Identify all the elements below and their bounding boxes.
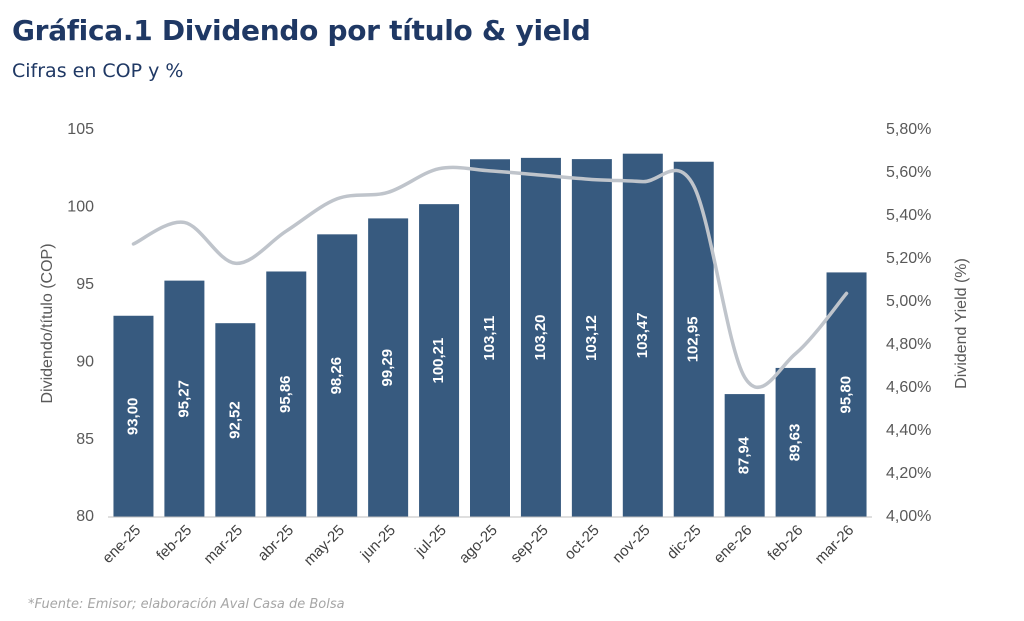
- left-axis-title: Dividendo/título (COP): [39, 243, 56, 403]
- bar-label-sep-25: 103,20: [532, 314, 549, 360]
- category-dic-25: dic-25: [664, 522, 705, 563]
- bar-mar-25: [215, 323, 256, 517]
- category-feb-25: feb-25: [153, 522, 195, 564]
- bar-oct-25: [571, 159, 612, 517]
- right-tick-4,20%: 4,20%: [886, 465, 931, 482]
- right-tick-5,20%: 5,20%: [886, 250, 931, 267]
- bar-label-feb-26: 89,63: [787, 424, 804, 462]
- yield-line: [131, 165, 849, 389]
- category-nov-25: nov-25: [609, 522, 653, 566]
- left-tick-85: 85: [76, 431, 94, 448]
- bar-feb-26: [775, 367, 816, 517]
- bar-label-may-25: 98,26: [328, 357, 345, 395]
- category-feb-26: feb-26: [764, 522, 806, 564]
- right-tick-4,00%: 4,00%: [886, 508, 931, 525]
- bar-sep-25: [520, 157, 561, 517]
- chart-title: Gráfica.1 Dividendo por título & yield: [12, 14, 591, 47]
- bar-label-mar-26: 95,80: [838, 376, 855, 414]
- category-mar-26: mar-26: [812, 522, 858, 568]
- category-jul-25: jul-25: [411, 522, 450, 561]
- bar-may-25: [317, 234, 358, 517]
- category-ene-25: ene-25: [99, 522, 144, 567]
- right-tick-4,80%: 4,80%: [886, 336, 931, 353]
- right-tick-4,60%: 4,60%: [886, 379, 931, 396]
- yield-line-series: [131, 165, 849, 389]
- bar-label-mar-25: 92,52: [226, 401, 243, 439]
- category-ene-26: ene-26: [710, 522, 755, 567]
- bar-label-nov-25: 103,47: [634, 312, 651, 358]
- bar-label-ene-26: 87,94: [736, 436, 753, 474]
- category-sep-25: sep-25: [507, 522, 551, 566]
- right-tick-4,40%: 4,40%: [886, 422, 931, 439]
- source-note: *Fuente: Emisor; elaboración Aval Casa d…: [28, 597, 345, 612]
- right-axis-title: Dividend Yield (%): [953, 258, 970, 389]
- bar-label-ago-25: 103,11: [481, 316, 498, 361]
- category-ago-25: ago-25: [456, 522, 501, 567]
- category-abr-25: abr-25: [254, 522, 297, 565]
- right-tick-5,60%: 5,60%: [886, 164, 931, 181]
- left-tick-90: 90: [76, 353, 94, 370]
- right-axis-ticks: 4,00% 4,20% 4,40% 4,60% 4,80% 5,00% 5,20% 5,40%…: [886, 121, 931, 525]
- bar-data-labels: 93,00 95,27 92,52 95,86 98,26 99,29 100,21 103,…: [124, 312, 854, 474]
- bar-feb-25: [164, 280, 205, 517]
- bar-label-feb-25: 95,27: [175, 380, 192, 418]
- bar-ene-25: [113, 315, 154, 517]
- category-may-25: may-25: [301, 522, 348, 569]
- left-tick-95: 95: [76, 276, 94, 293]
- bar-label-oct-25: 103,12: [583, 315, 600, 361]
- bar-ago-25: [470, 159, 510, 517]
- bar-abr-25: [266, 271, 307, 517]
- bar-jun-25: [368, 218, 409, 517]
- category-axis-ticks: ene-25 feb-25 mar-25 abr-25 may-25 jun-25 jul-…: [99, 522, 857, 569]
- bar-jul-25: [419, 204, 460, 517]
- category-jun-25: jun-25: [357, 522, 399, 564]
- right-tick-5,80%: 5,80%: [886, 121, 931, 138]
- bar-label-jun-25: 99,29: [379, 349, 396, 387]
- bar-ene-26: [724, 394, 765, 517]
- category-mar-25: mar-25: [201, 522, 247, 568]
- category-oct-25: oct-25: [561, 522, 603, 564]
- left-tick-80: 80: [76, 508, 94, 525]
- left-tick-100: 100: [67, 199, 94, 216]
- bar-label-dic-25: 102,95: [685, 316, 702, 362]
- left-tick-105: 105: [67, 121, 94, 138]
- left-axis-ticks: 80 85 90 95 100 105: [67, 121, 94, 525]
- right-tick-5,40%: 5,40%: [886, 207, 931, 224]
- bar-label-ene-25: 93,00: [124, 398, 141, 436]
- bar-label-abr-25: 95,86: [277, 375, 294, 413]
- bar-nov-25: [622, 153, 663, 518]
- bar-label-jul-25: 100,21: [430, 338, 447, 384]
- right-tick-5,00%: 5,00%: [886, 293, 931, 310]
- chart-subtitle: Cifras en COP y %: [12, 60, 184, 82]
